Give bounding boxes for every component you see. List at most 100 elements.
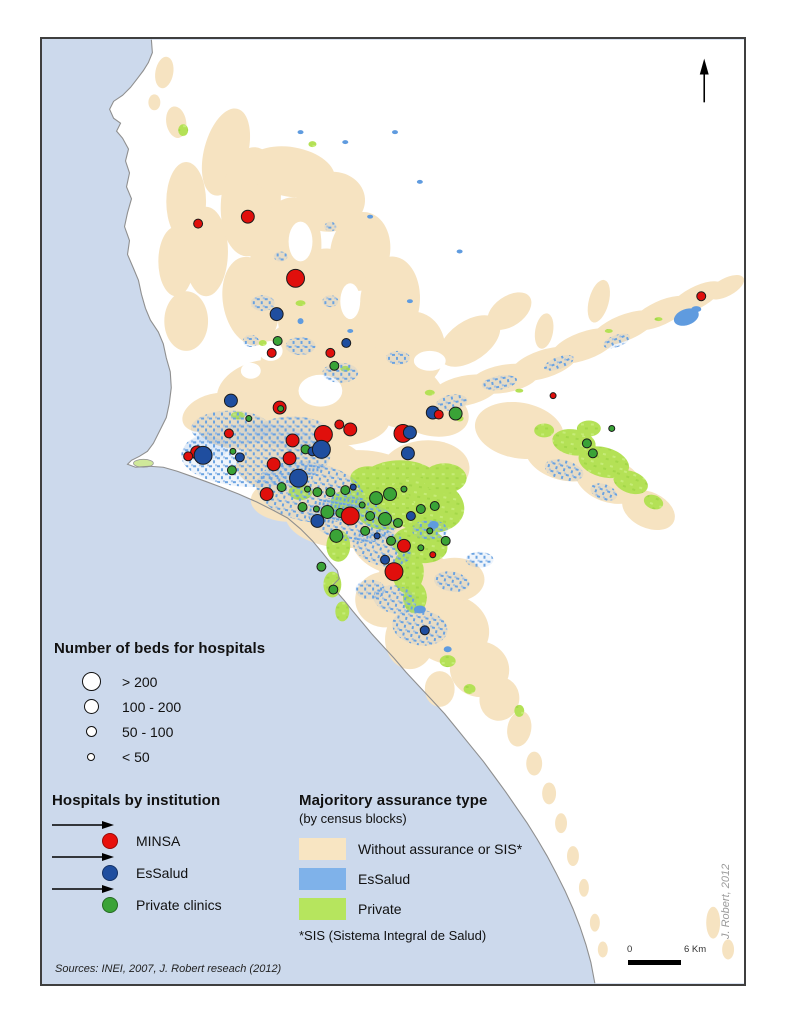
hospital-dot bbox=[608, 424, 616, 432]
legend-beds-title: Number of beds for hospitals bbox=[54, 640, 266, 657]
hospital-dot bbox=[419, 625, 430, 636]
hospital-dot bbox=[240, 209, 255, 224]
private-swatch bbox=[299, 898, 346, 920]
legend-beds-row: > 200 bbox=[54, 669, 324, 694]
hospital-dot bbox=[393, 517, 403, 528]
bed-circle-box bbox=[74, 726, 108, 737]
hospital-dot bbox=[183, 451, 194, 462]
legend-beds-row: < 50 bbox=[54, 744, 324, 769]
without-assurance-swatch bbox=[299, 838, 346, 860]
legend-assurance-title: Majoritory assurance type bbox=[299, 792, 488, 809]
hospital-dot bbox=[343, 422, 358, 437]
bed-size-circle bbox=[81, 672, 101, 691]
hospital-dot bbox=[358, 501, 366, 509]
legend-beds-rows: > 200 100 - 200 50 - 100 < 50 bbox=[54, 669, 324, 769]
hospital-dot bbox=[226, 465, 237, 476]
scale-start-label: 0 bbox=[627, 944, 633, 955]
hospital-dot bbox=[229, 447, 237, 455]
hospital-dot bbox=[320, 505, 335, 519]
hospital-dot bbox=[349, 483, 357, 491]
hospital-dot bbox=[400, 485, 408, 493]
hospital-dot bbox=[549, 392, 557, 400]
hospital-dot bbox=[316, 561, 327, 572]
sources-note: Sources: INEI, 2007, J. Robert reseach (… bbox=[55, 963, 282, 975]
bed-circle-box bbox=[74, 672, 108, 691]
hospital-dot bbox=[429, 551, 437, 559]
legend-assurance-subtitle: (by census blocks) bbox=[299, 811, 407, 826]
scale-bar-rule bbox=[628, 960, 681, 965]
map-frame: Number of beds for hospitals > 200 100 -… bbox=[40, 37, 746, 986]
hospital-dot bbox=[234, 452, 245, 463]
bed-size-circle bbox=[87, 752, 95, 761]
assurance-label: Private bbox=[358, 901, 402, 917]
hospital-dot bbox=[328, 584, 339, 595]
bed-size-circle bbox=[83, 699, 99, 714]
hospital-dot bbox=[223, 428, 234, 439]
institution-label: MINSA bbox=[136, 833, 181, 849]
hospital-dot bbox=[310, 513, 325, 528]
assurance-label: Without assurance or SIS* bbox=[358, 841, 523, 857]
legend-beds: Number of beds for hospitals > 200 100 -… bbox=[54, 640, 324, 769]
hospital-dot bbox=[405, 511, 416, 521]
bed-size-label: < 50 bbox=[122, 748, 150, 765]
scale-end-label: 6 Km bbox=[684, 944, 707, 955]
private-dot-icon bbox=[102, 897, 118, 913]
hospital-dot bbox=[312, 487, 323, 498]
author-credit: J. Robert, 2012 bbox=[720, 829, 732, 959]
hospital-dot bbox=[193, 218, 204, 229]
hospital-dot bbox=[304, 485, 311, 493]
hospital-dot bbox=[365, 511, 376, 521]
hospital-dot bbox=[312, 505, 320, 513]
arrow-icon bbox=[52, 853, 114, 861]
hospital-dot bbox=[297, 502, 308, 512]
institution-label: Private clinics bbox=[136, 897, 222, 913]
land-gaps bbox=[240, 221, 446, 407]
scale-bar: 0 6 Km bbox=[622, 944, 742, 974]
arrow-icon bbox=[52, 821, 114, 829]
hospital-dot bbox=[581, 438, 592, 449]
author-credit-text: J. Robert, 2012 bbox=[720, 863, 732, 939]
institution-label: EsSalud bbox=[136, 865, 189, 881]
hospital-dot bbox=[245, 415, 253, 423]
hospital-dot bbox=[259, 487, 274, 502]
bed-size-label: 50 - 100 bbox=[122, 723, 174, 740]
legend-institution-row: EsSalud bbox=[52, 853, 352, 889]
legend-beds-row: 100 - 200 bbox=[54, 694, 324, 719]
hospital-dot bbox=[272, 336, 283, 346]
arrow-icon bbox=[52, 885, 114, 893]
hospital-dot bbox=[325, 487, 336, 498]
hospital-dot bbox=[587, 448, 598, 459]
legend-institution-row: MINSA bbox=[52, 821, 352, 857]
legend-institution-title: Hospitals by institution bbox=[52, 792, 221, 809]
legend-assurance-row: Private bbox=[299, 894, 589, 924]
bed-size-label: 100 - 200 bbox=[122, 698, 182, 715]
hospital-dot bbox=[340, 485, 351, 496]
hospital-dot bbox=[378, 511, 393, 526]
map-canvas bbox=[42, 39, 744, 984]
legend-institution: Hospitals by institution MINSA EsSalud bbox=[52, 792, 352, 921]
hospital-dot bbox=[396, 538, 411, 553]
hospital-dots bbox=[183, 209, 707, 636]
hospital-dot bbox=[223, 393, 238, 408]
bed-circle-box bbox=[74, 699, 108, 714]
hospital-dot bbox=[340, 506, 360, 526]
minsa-dot-icon bbox=[102, 833, 118, 849]
legend-assurance-row: EsSalud bbox=[299, 864, 589, 894]
legend-assurance-rows: Without assurance or SIS* EsSalud Privat… bbox=[299, 834, 589, 924]
hospital-dot bbox=[373, 532, 381, 540]
hospital-dot bbox=[369, 491, 384, 506]
essalud-solid-blocks bbox=[297, 130, 702, 653]
essalud-swatch bbox=[299, 868, 346, 890]
hospital-dot bbox=[325, 347, 336, 358]
essalud-dot-icon bbox=[102, 865, 118, 881]
hospital-dot bbox=[440, 535, 451, 546]
bed-circle-box bbox=[74, 752, 108, 761]
hospital-dot bbox=[386, 535, 396, 546]
hospital-dot bbox=[383, 487, 397, 502]
hospital-dot bbox=[289, 468, 308, 488]
legend-institution-rows: MINSA EsSalud Private clin bbox=[52, 821, 352, 921]
hospital-dot bbox=[266, 347, 277, 358]
hospital-dot bbox=[329, 360, 340, 371]
hospital-dot bbox=[426, 527, 434, 535]
